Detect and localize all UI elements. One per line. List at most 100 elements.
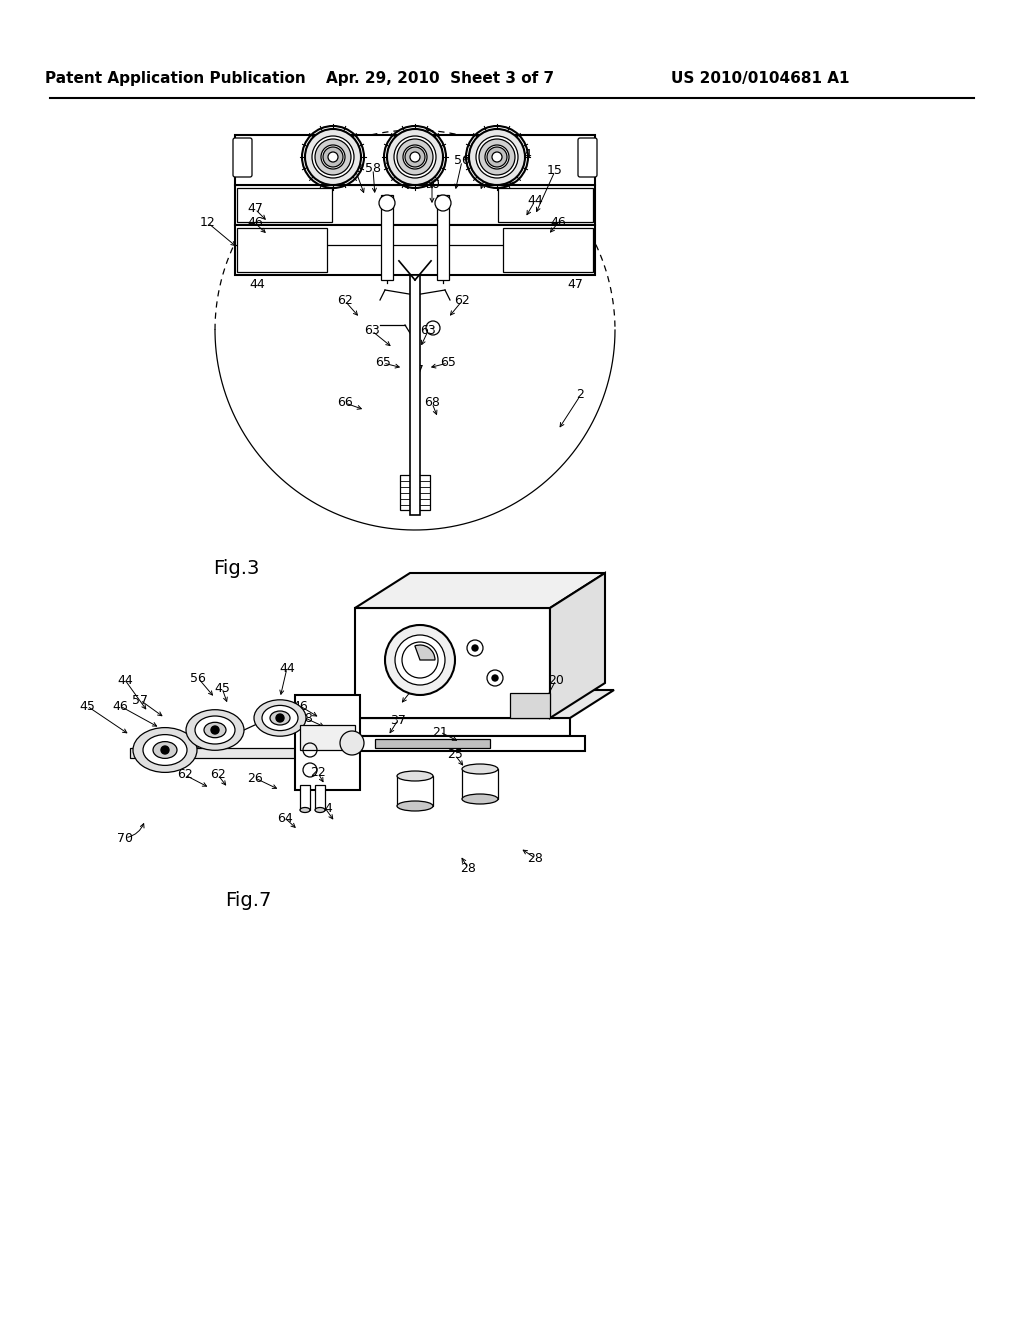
Bar bbox=[462, 770, 498, 799]
Text: 63: 63 bbox=[365, 323, 380, 337]
Text: 46: 46 bbox=[292, 700, 308, 713]
Bar bbox=[381, 195, 393, 280]
Polygon shape bbox=[335, 690, 614, 718]
Text: 48: 48 bbox=[482, 153, 498, 166]
Text: 28: 28 bbox=[460, 862, 476, 874]
Bar bbox=[237, 187, 332, 222]
Circle shape bbox=[469, 129, 525, 185]
Text: 48: 48 bbox=[347, 161, 362, 174]
Text: Patent Application Publication: Patent Application Publication bbox=[45, 70, 305, 86]
Text: 13: 13 bbox=[307, 149, 323, 161]
Text: 22: 22 bbox=[310, 767, 326, 780]
Circle shape bbox=[397, 139, 433, 176]
Text: 20: 20 bbox=[548, 673, 564, 686]
Text: 62: 62 bbox=[337, 293, 353, 306]
Polygon shape bbox=[355, 573, 605, 609]
Bar bbox=[234, 185, 595, 224]
Text: 65: 65 bbox=[375, 355, 391, 368]
Ellipse shape bbox=[300, 808, 310, 813]
Bar bbox=[295, 696, 360, 789]
Ellipse shape bbox=[143, 735, 187, 766]
Bar bbox=[315, 785, 325, 810]
Text: Fig.3: Fig.3 bbox=[213, 558, 259, 578]
Ellipse shape bbox=[270, 711, 290, 725]
Text: 12: 12 bbox=[200, 215, 216, 228]
Text: 46: 46 bbox=[112, 700, 128, 713]
Text: 28: 28 bbox=[527, 851, 543, 865]
Ellipse shape bbox=[262, 705, 298, 730]
Text: 64: 64 bbox=[278, 812, 293, 825]
Circle shape bbox=[379, 195, 395, 211]
Ellipse shape bbox=[315, 808, 325, 813]
Text: 58: 58 bbox=[365, 161, 381, 174]
Polygon shape bbox=[550, 573, 605, 718]
Text: 45: 45 bbox=[214, 681, 230, 694]
Text: 62: 62 bbox=[210, 768, 226, 781]
Bar bbox=[300, 785, 310, 810]
Text: 25: 25 bbox=[447, 748, 463, 762]
Text: 67: 67 bbox=[408, 363, 424, 376]
Bar bbox=[234, 135, 595, 185]
Bar bbox=[319, 737, 585, 751]
Circle shape bbox=[435, 195, 451, 211]
Text: 44: 44 bbox=[280, 661, 295, 675]
Ellipse shape bbox=[462, 764, 498, 774]
Text: 37: 37 bbox=[390, 714, 406, 726]
Text: 62: 62 bbox=[177, 768, 193, 781]
Text: 56: 56 bbox=[454, 153, 470, 166]
Ellipse shape bbox=[133, 727, 197, 772]
Bar bbox=[498, 187, 593, 222]
Text: 46: 46 bbox=[247, 215, 263, 228]
Circle shape bbox=[211, 726, 219, 734]
Text: Fig.7: Fig.7 bbox=[225, 891, 271, 909]
Circle shape bbox=[312, 136, 354, 178]
Circle shape bbox=[276, 714, 284, 722]
Bar bbox=[400, 475, 430, 510]
Bar bbox=[510, 693, 550, 718]
Text: 44: 44 bbox=[249, 279, 265, 292]
Ellipse shape bbox=[153, 742, 177, 759]
FancyBboxPatch shape bbox=[233, 139, 252, 177]
Circle shape bbox=[161, 746, 169, 754]
Bar bbox=[397, 776, 433, 807]
Text: 26: 26 bbox=[247, 771, 263, 784]
Text: 14: 14 bbox=[517, 149, 532, 161]
Text: 68: 68 bbox=[424, 396, 440, 408]
Text: 44: 44 bbox=[527, 194, 543, 206]
Text: US 2010/0104681 A1: US 2010/0104681 A1 bbox=[671, 70, 849, 86]
Bar bbox=[410, 275, 420, 515]
Circle shape bbox=[305, 129, 361, 185]
Text: 45: 45 bbox=[79, 700, 95, 713]
Wedge shape bbox=[415, 645, 435, 660]
Text: 64: 64 bbox=[317, 801, 333, 814]
Text: 24: 24 bbox=[411, 676, 426, 689]
Text: 19: 19 bbox=[424, 149, 440, 161]
Circle shape bbox=[485, 145, 509, 169]
Text: 44: 44 bbox=[117, 673, 133, 686]
Circle shape bbox=[315, 139, 351, 176]
Ellipse shape bbox=[462, 795, 498, 804]
FancyBboxPatch shape bbox=[578, 139, 597, 177]
Circle shape bbox=[476, 136, 518, 178]
Text: 46: 46 bbox=[550, 215, 566, 228]
Text: 48: 48 bbox=[297, 711, 313, 725]
Text: 15: 15 bbox=[547, 164, 563, 177]
Text: Apr. 29, 2010  Sheet 3 of 7: Apr. 29, 2010 Sheet 3 of 7 bbox=[326, 70, 554, 86]
Text: 57: 57 bbox=[132, 693, 148, 706]
Text: 56: 56 bbox=[190, 672, 206, 685]
Bar bbox=[130, 748, 330, 758]
Circle shape bbox=[394, 136, 436, 178]
Text: 47: 47 bbox=[247, 202, 263, 214]
Polygon shape bbox=[355, 609, 550, 718]
Circle shape bbox=[385, 624, 455, 696]
Text: 2: 2 bbox=[577, 388, 584, 401]
Circle shape bbox=[340, 731, 364, 755]
Text: 21: 21 bbox=[432, 726, 447, 738]
Text: 62: 62 bbox=[454, 293, 470, 306]
Bar bbox=[237, 228, 327, 272]
Circle shape bbox=[410, 152, 420, 162]
Circle shape bbox=[406, 147, 425, 168]
Circle shape bbox=[479, 139, 515, 176]
Bar bbox=[234, 224, 595, 275]
Text: 59: 59 bbox=[385, 153, 401, 166]
